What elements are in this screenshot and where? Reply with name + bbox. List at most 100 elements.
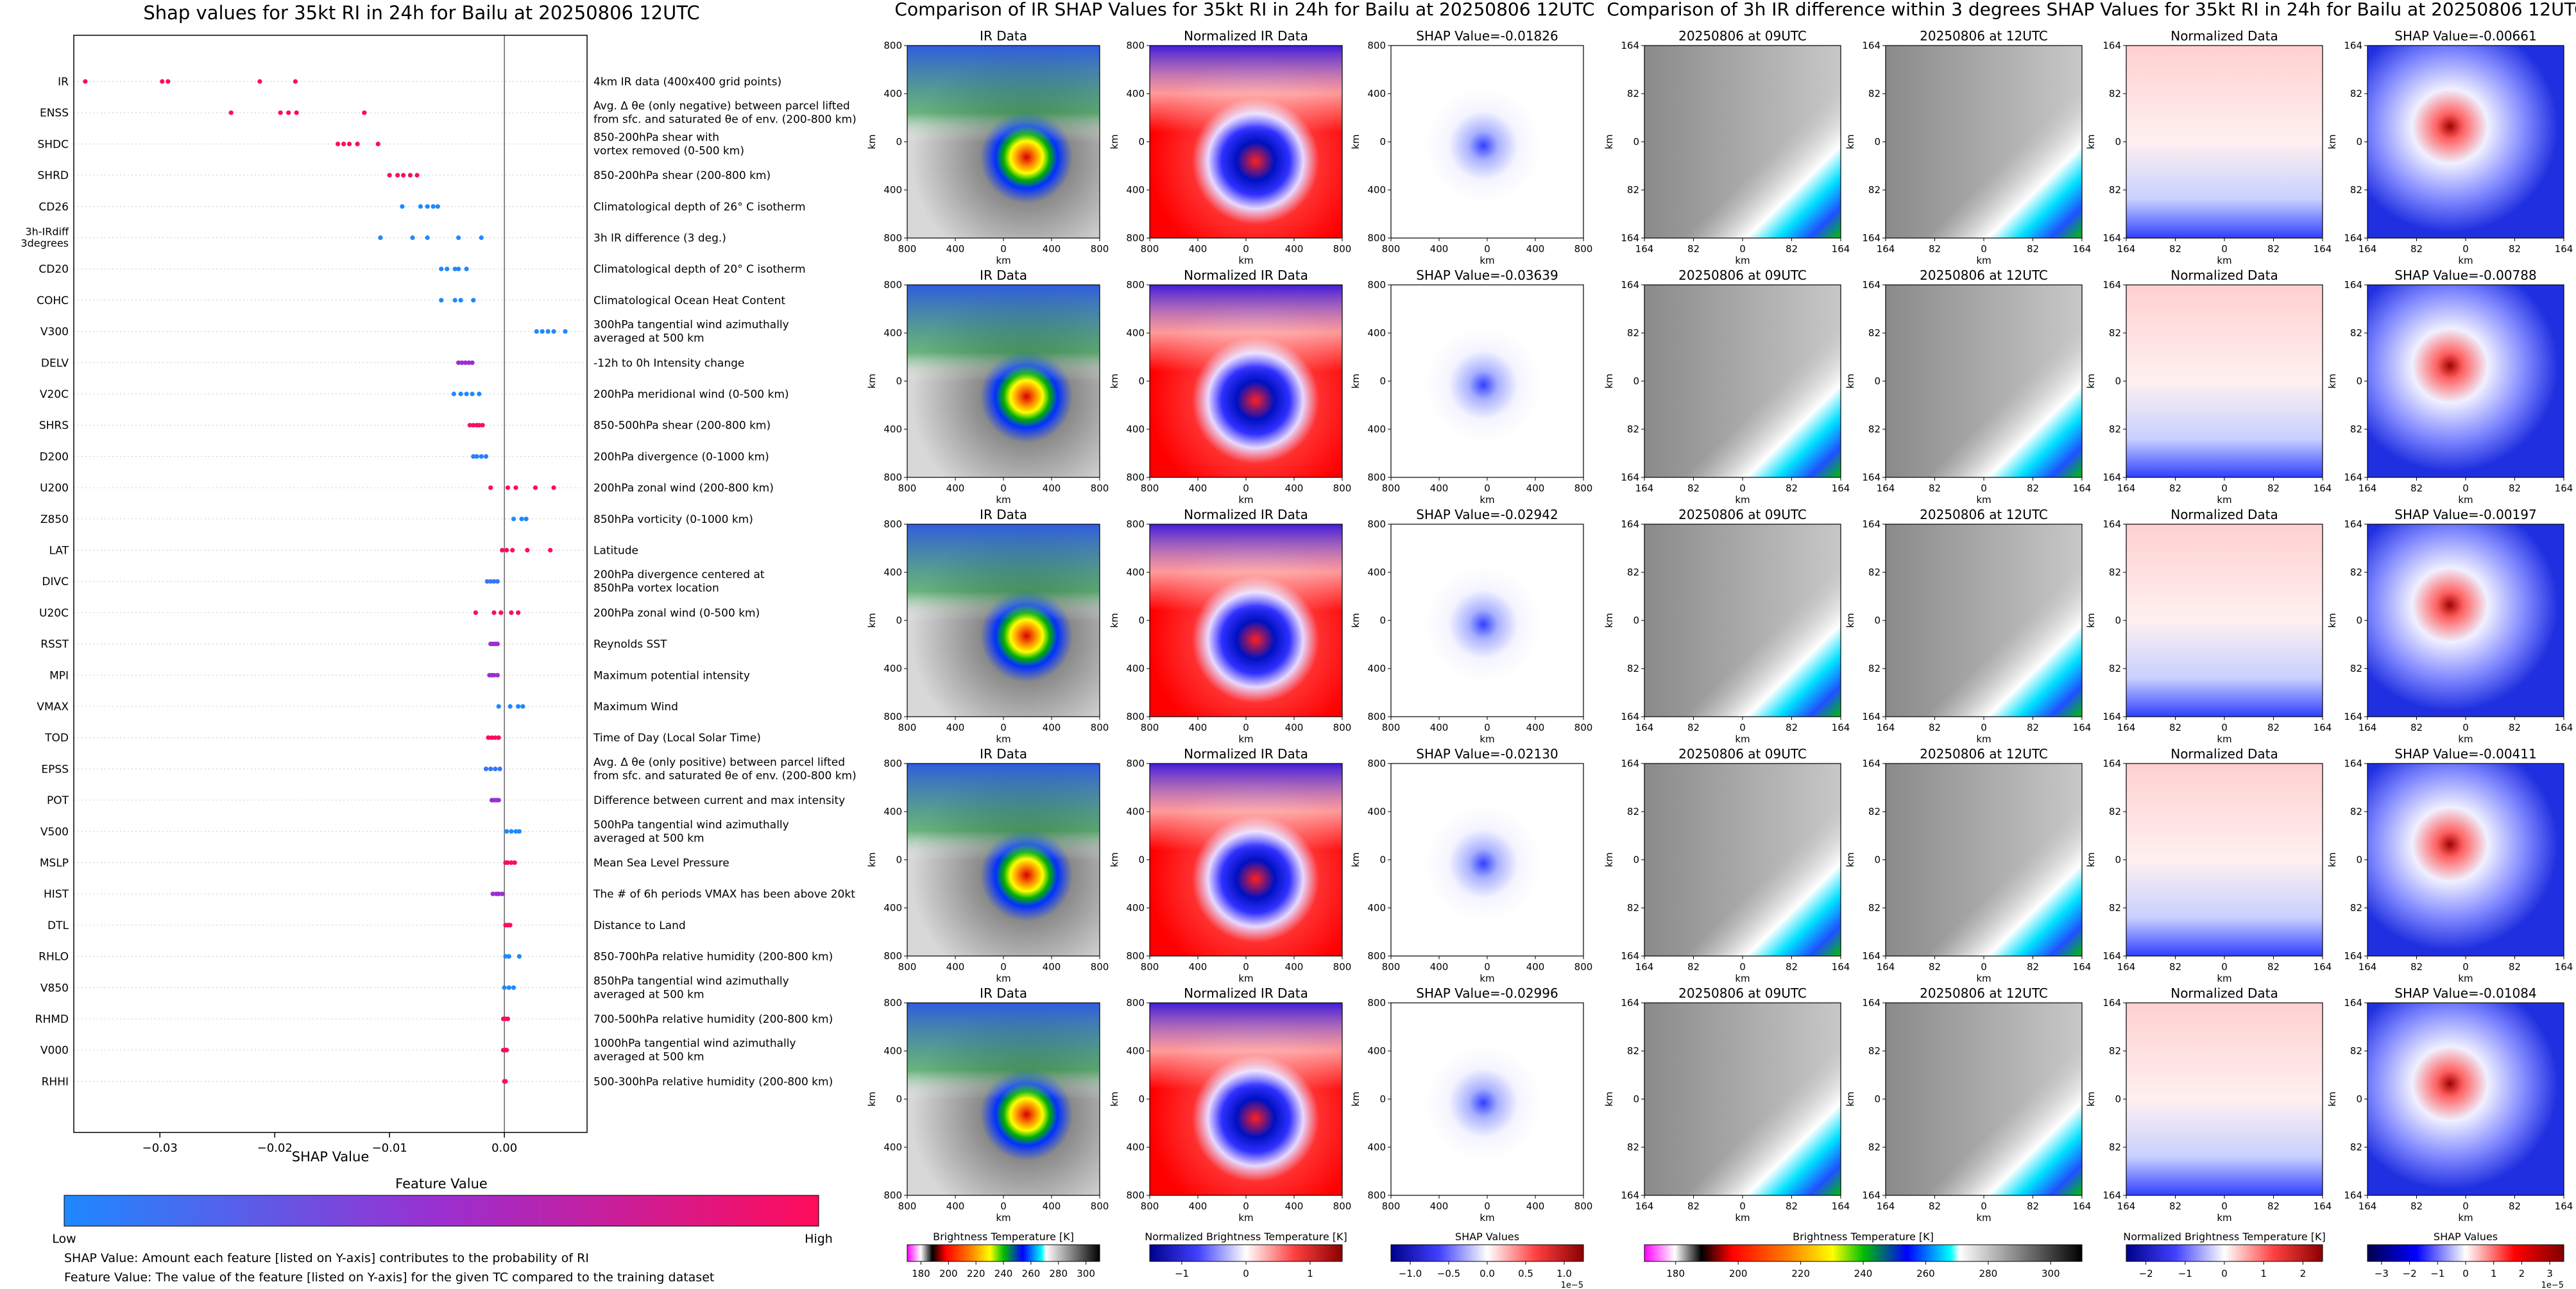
shap-point [293,79,298,84]
shap-point [495,579,500,584]
shap-point [452,298,457,303]
y-tick-label: 82 [1868,902,1881,914]
shap-point [477,423,482,428]
x-tick-label: 0 [2462,243,2469,255]
y-tick-label: 0 [1633,854,1639,866]
y-tick-label: 82 [1868,423,1881,435]
y-axis-label: km [1845,613,1856,627]
y-tick-label: 164 [2103,1190,2121,1201]
y-tick-label: 400 [883,806,902,817]
shap-point [488,579,493,584]
x-tick-label: 82 [1929,482,1941,494]
shap-point [483,766,489,771]
colorbar-tick-label: 200 [1729,1268,1748,1279]
ir-time-title: 20250806 at 12UTC [1920,986,2048,1001]
ir-time-corner [1644,764,1841,956]
shap-point [500,547,505,553]
x-tick-label: 164 [1635,482,1654,494]
x-tick-label: 400 [1043,243,1061,255]
colorbar-tick-label: −0.5 [1437,1268,1460,1279]
feature-description: 500-300hPa relative humidity (200-800 km… [593,1075,833,1088]
y-tick-label: 400 [1367,902,1386,914]
shap-point [451,391,457,397]
y-axis-label: km [1109,613,1120,627]
y-tick-label: 164 [1862,758,1881,769]
y-tick-label: 82 [2109,184,2121,196]
y-tick-label: 800 [883,472,902,483]
x-axis-label: km [1976,973,1991,984]
shap-point [504,547,509,553]
shap-point [395,173,400,178]
y-axis-label: km [866,613,878,627]
y-tick-label: 800 [1367,232,1386,244]
x-axis-label: km [1976,255,1991,266]
x-tick-label: 164 [1635,1200,1654,1212]
feature-description: 200hPa divergence centered at [593,568,765,581]
x-tick-label: 164 [2555,243,2573,255]
y-tick-label: 800 [1367,279,1386,291]
shap-point [458,391,463,397]
y-tick-label: 0 [1379,1093,1386,1105]
x-tick-label: 400 [1043,961,1061,973]
colorbar-tick-label: 0 [2462,1268,2469,1279]
x-tick-label: 400 [946,482,965,494]
x-tick-label: 400 [1430,1200,1449,1212]
feature-description: Difference between current and max inten… [593,794,845,807]
feature-name: V850 [40,982,69,994]
y-tick-label: 400 [883,1141,902,1153]
x-tick-label: 164 [2314,243,2332,255]
colorbar [907,1244,1100,1262]
shap-point [491,610,497,615]
y-tick-label: 82 [2109,902,2121,914]
y-axis-label: km [1350,1091,1361,1106]
x-tick-label: −0.02 [257,1141,293,1155]
y-tick-label: 800 [1126,950,1145,962]
x-tick-label: 800 [1141,1200,1159,1212]
y-axis-label: km [2085,613,2097,627]
feature-name: RHHI [42,1075,69,1088]
y-tick-label: 164 [1621,711,1639,722]
colorbar [1149,1244,1343,1262]
y-tick-label: 400 [883,1045,902,1057]
ir-data-cloud-band [907,524,1100,717]
feature-name: SHRS [39,420,69,432]
y-tick-label: 400 [1367,423,1386,435]
shap-point [503,954,508,959]
shap-point [456,360,461,365]
feature-value-colorbar [64,1195,819,1227]
x-tick-label: 400 [946,722,965,733]
feature-description: 4km IR data (400x400 grid points) [593,76,781,89]
x-tick-label: 800 [1091,1200,1109,1212]
feature-description: averaged at 500 km [593,1051,704,1064]
colorbar-tick-label: 3 [2546,1268,2553,1279]
feature-description: 1000hPa tangential wind azimuthally [593,1037,796,1050]
ir-time-corner [1886,285,2082,477]
y-axis-label: km [1350,613,1361,627]
x-tick-label: 82 [2027,722,2039,733]
feature-value-note: Feature Value: The value of the feature … [64,1270,714,1285]
shap-point [505,1016,511,1021]
feature-description: vortex removed (0-500 km) [593,144,744,157]
x-tick-label: 164 [2314,482,2332,494]
ir-time-title: 20250806 at 12UTC [1920,746,2048,762]
x-tick-label: 400 [1189,243,1207,255]
shap-point [459,360,465,365]
normalized-ir-title: Normalized IR Data [1184,507,1308,522]
x-axis-label: km [1480,1212,1494,1224]
feature-name: MSLP [40,857,69,870]
shap-point [499,610,504,615]
shap-point [458,298,463,303]
y-axis-label: km [2085,134,2097,149]
feature-description: Climatological depth of 20° C isotherm [593,263,806,276]
feature-description: 500hPa tangential wind azimuthally [593,819,789,832]
x-axis-label: km [1238,733,1253,745]
y-axis-label: km [1845,373,1856,388]
y-tick-label: 164 [1621,758,1639,769]
x-tick-label: 164 [2117,1200,2136,1212]
feature-name: COHC [37,295,69,307]
colorbar-title: Normalized Brightness Temperature [K] [2123,1231,2326,1243]
shap-point [452,266,457,271]
y-tick-label: 800 [1367,518,1386,530]
y-tick-label: 82 [1627,1045,1639,1057]
x-tick-label: 800 [1574,482,1593,494]
